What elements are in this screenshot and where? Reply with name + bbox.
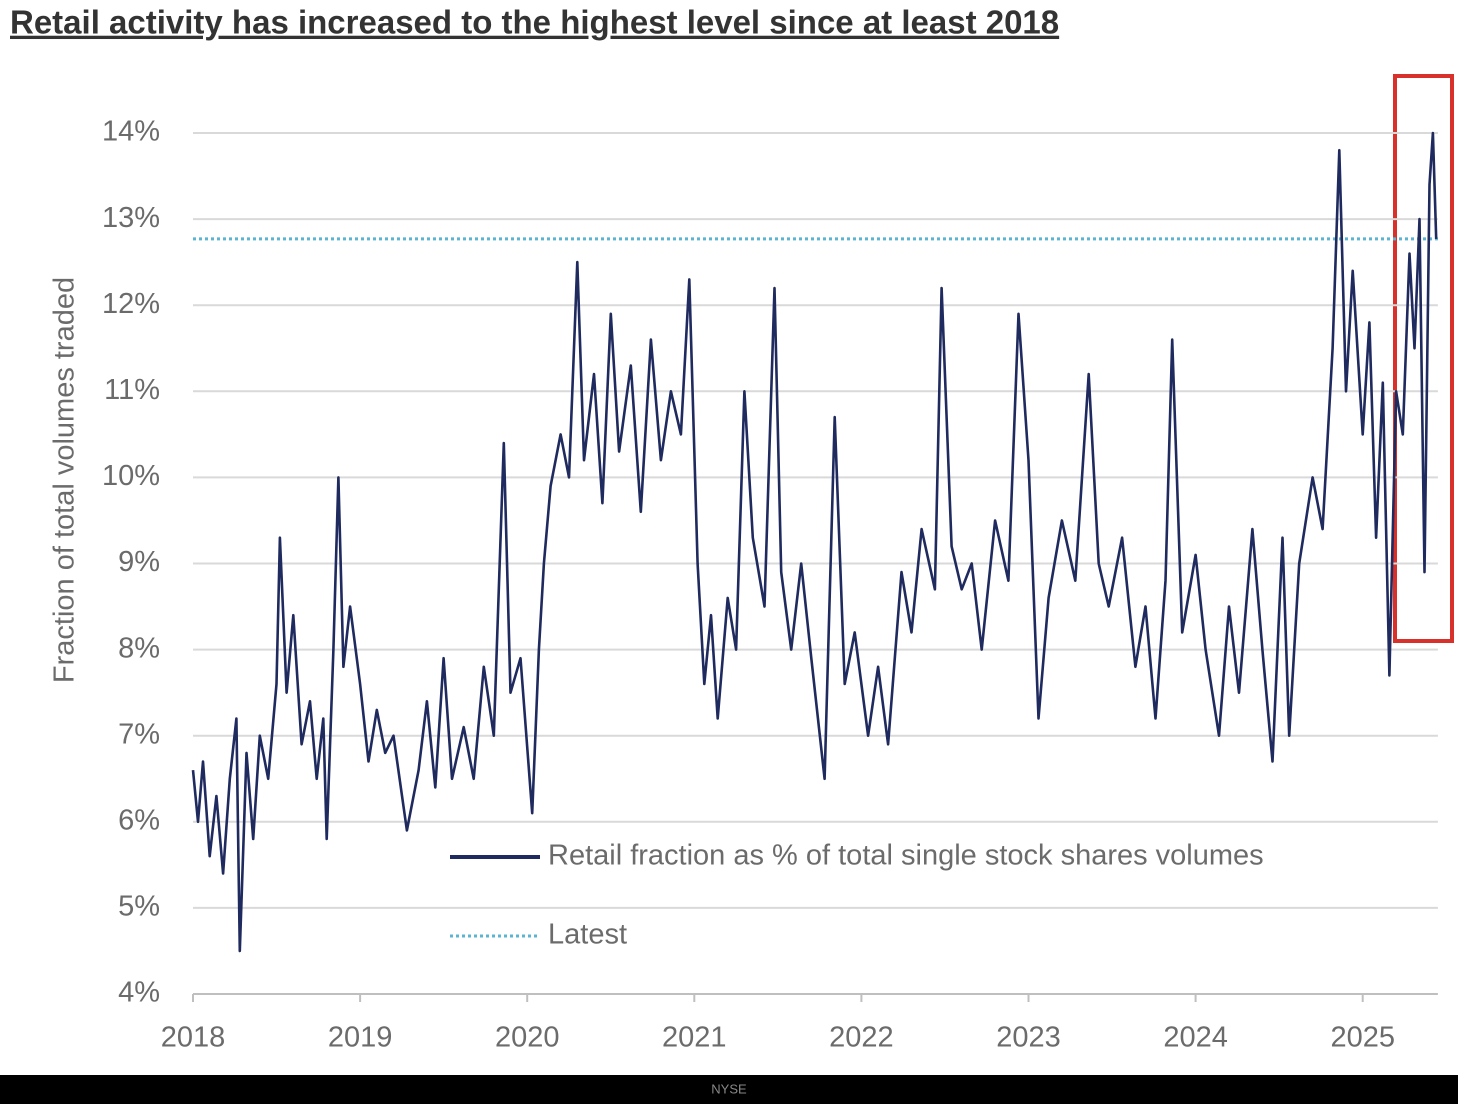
x-tick-label: 2023 (996, 1022, 1061, 1054)
source: NYSE (711, 1081, 747, 1096)
y-tick-label: 9% (118, 546, 160, 578)
y-tick-label: 4% (118, 977, 160, 1009)
y-tick-label: 11% (104, 374, 160, 406)
footer-bar (0, 1075, 1458, 1104)
x-tick-label: 2021 (662, 1022, 727, 1054)
x-tick-label: 2019 (328, 1022, 393, 1054)
x-tick-label: 2025 (1330, 1022, 1395, 1054)
x-tick-label: 2024 (1163, 1022, 1228, 1054)
y-tick-label: 10% (102, 460, 160, 492)
legend-label: Retail fraction as % of total single sto… (548, 840, 1264, 872)
y-tick-label: 13% (102, 202, 160, 234)
chart-title: Retail activity has increased to the hig… (10, 4, 1059, 41)
y-tick-label: 5% (118, 891, 160, 923)
legend-label: Latest (548, 919, 627, 951)
x-tick-label: 2020 (495, 1022, 560, 1054)
series-line (191, 131, 1438, 953)
x-tick-label: 2018 (161, 1022, 226, 1054)
highlight-box (1393, 74, 1454, 643)
y-tick-label: 7% (118, 718, 160, 750)
y-tick-label: 12% (102, 288, 160, 320)
y-tick-label: 6% (118, 804, 160, 836)
y-axis-label: Fraction of total volumes traded (49, 277, 81, 683)
y-tick-label: 8% (118, 632, 160, 664)
x-tick-label: 2022 (829, 1022, 894, 1054)
y-tick-label: 14% (102, 116, 160, 148)
